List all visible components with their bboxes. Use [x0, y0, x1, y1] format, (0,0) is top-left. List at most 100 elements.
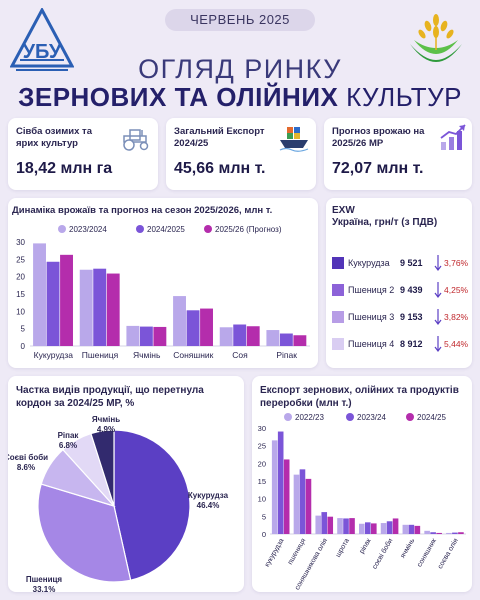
y-tick-label: 15	[258, 477, 266, 486]
export-share-title: Частка видів продукції, що перетнула кор…	[16, 385, 204, 409]
bar-Ячмінь-2025/26 (Прогноз)	[153, 326, 167, 346]
bar-Пшениця-2023/2024	[79, 269, 93, 346]
arrow-down-icon	[434, 282, 442, 298]
legend-label: 2025/26 (Прогноз)	[215, 225, 282, 234]
bar-соняшник-2023/24	[430, 532, 436, 534]
exw-title: EXW	[332, 205, 355, 216]
pie-label-name: Ячмінь	[92, 415, 120, 424]
legend-dot	[204, 225, 212, 233]
pie-label-value: 8.6%	[17, 463, 35, 472]
bar-ріпак-2022/23	[359, 523, 365, 534]
kpi-card-sowing: Сівба озимих та ярих культур 18,42 млн г…	[8, 118, 158, 190]
bar-ячмінь-2022/23	[402, 524, 409, 534]
bar-Ріпак-2023/2024	[266, 330, 280, 346]
legend-dot	[406, 413, 414, 421]
bar-соняшникова олія-2023/24	[321, 512, 328, 534]
page-title-bold: ЗЕРНОВИХ ТА ОЛІЙНИХ	[18, 82, 339, 112]
bar-шрота-2024/25	[349, 518, 355, 534]
bar-ячмінь-2024/25	[414, 525, 421, 534]
bar-Ячмінь-2024/2025	[139, 326, 153, 346]
svg-text:УБУ: УБУ	[23, 41, 62, 63]
pie-label-value: 46.4%	[197, 501, 220, 510]
bar-соєві боби-2022/23	[380, 523, 387, 534]
bar-соняшникова олія-2024/25	[327, 516, 334, 534]
legend-label: 2024/25	[417, 413, 446, 422]
kpi-value: 72,07 млн т.	[332, 160, 424, 177]
legend-dot	[346, 413, 354, 421]
x-tick-label: соняшник	[416, 537, 438, 569]
bar-Кукурудза-2025/26 (Прогноз)	[60, 254, 73, 346]
kpi-value: 18,42 млн га	[16, 160, 113, 177]
y-tick-label: 20	[258, 459, 266, 468]
kpi-card-export: Загальний Експорт 2024/25 45,66 млн т.	[166, 118, 316, 190]
x-tick-label: Кукурудза	[34, 350, 74, 360]
exw-price-value: 9 521	[400, 258, 423, 268]
y-tick-label: 0	[21, 342, 26, 351]
export-share-card: Частка видів продукції, що перетнула кор…	[8, 376, 244, 592]
bar-кукурудза-2024/25	[283, 459, 290, 534]
exw-price-value: 8 912	[400, 339, 423, 349]
legend-label: 2022/23	[295, 413, 324, 422]
x-tick-label: Пшениця	[82, 350, 119, 360]
exw-price-change: 3,76%	[444, 258, 469, 268]
bar-Ріпак-2025/26 (Прогноз)	[293, 335, 307, 346]
growth-chart-icon	[440, 124, 466, 150]
legend-2025-26: 2025/26 (Прогноз)	[204, 225, 281, 234]
legend-2022-23: 2022/23	[284, 413, 324, 422]
page-title-line2: ЗЕРНОВИХ ТА ОЛІЙНИХ КУЛЬТУР	[0, 82, 480, 113]
bar-соняшникова олія-2022/23	[315, 515, 322, 534]
x-tick-label: Ріпак	[276, 350, 297, 360]
x-tick-label: Соняшник	[173, 350, 213, 360]
bar-ячмінь-2023/24	[408, 524, 415, 534]
exw-price-change: 5,44%	[444, 339, 469, 349]
pie-label-name: Соєві боби	[8, 453, 48, 462]
exw-price-card: EXW Україна, грн/т (з ПДВ) Кукурудза 9 52…	[326, 198, 472, 368]
bar-кукурудза-2022/23	[271, 440, 278, 534]
bar-ріпак-2023/24	[365, 522, 371, 534]
bar-соєві боби-2024/25	[392, 518, 399, 534]
x-tick-label: Ячмінь	[133, 350, 161, 360]
x-tick-label: Соя	[232, 350, 248, 360]
exw-price-value: 9 439	[400, 285, 423, 295]
pie-slice-Пшениця	[37, 483, 132, 583]
bar-Соя-2025/26 (Прогноз)	[246, 326, 260, 346]
pie-label-value: 4.9%	[97, 425, 115, 434]
bar-пшениця-2024/25	[305, 478, 312, 534]
y-tick-label: 25	[258, 442, 266, 451]
page-title-line1: ОГЛЯД РИНКУ	[138, 54, 342, 84]
bar-соєва олія-2023/24	[452, 532, 458, 534]
y-tick-label: 5	[21, 325, 26, 334]
legend-2023-24: 2023/24	[346, 413, 386, 422]
y-tick-label: 15	[16, 290, 25, 299]
pie-slice-Ячмінь	[90, 429, 115, 507]
harvest-chart-card: Динаміка врожаїв та прогноз на сезон 202…	[8, 198, 318, 368]
y-tick-label: 20	[16, 273, 25, 282]
kpi-label: Загальний Експорт 2024/25	[174, 126, 265, 149]
y-tick-label: 5	[262, 512, 266, 521]
exw-product-name: Пшениця 3	[348, 312, 395, 322]
bar-соняшник-2022/23	[424, 530, 430, 534]
y-tick-label: 10	[258, 495, 266, 504]
harvest-chart-title: Динаміка врожаїв та прогноз на сезон 202…	[12, 205, 273, 216]
bar-пшениця-2023/24	[299, 469, 306, 534]
bar-пшениця-2022/23	[293, 474, 300, 534]
exw-subtitle: Україна, грн/т (з ПДВ)	[332, 217, 438, 228]
arrow-down-icon	[434, 336, 442, 352]
legend-2024-2025: 2024/2025	[136, 225, 185, 234]
kpi-label: Сівба озимих та ярих культур	[16, 126, 92, 149]
y-tick-label: 30	[258, 424, 266, 433]
x-tick-label: соєва олія	[436, 537, 460, 570]
tractor-icon	[123, 129, 149, 151]
arrow-down-icon	[434, 255, 442, 271]
bar-соєві боби-2023/24	[386, 521, 393, 534]
y-tick-label: 0	[262, 530, 266, 539]
x-tick-label: пшениця	[287, 537, 308, 566]
bar-Ячмінь-2023/2024	[126, 325, 140, 346]
exw-price-change: 4,25%	[444, 285, 469, 295]
bar-Пшениця-2025/26 (Прогноз)	[106, 273, 120, 346]
x-tick-label: соєві боби	[371, 537, 395, 571]
arrow-down-icon	[434, 309, 442, 325]
y-tick-label: 30	[16, 238, 25, 247]
exw-price-value: 9 153	[400, 312, 423, 322]
